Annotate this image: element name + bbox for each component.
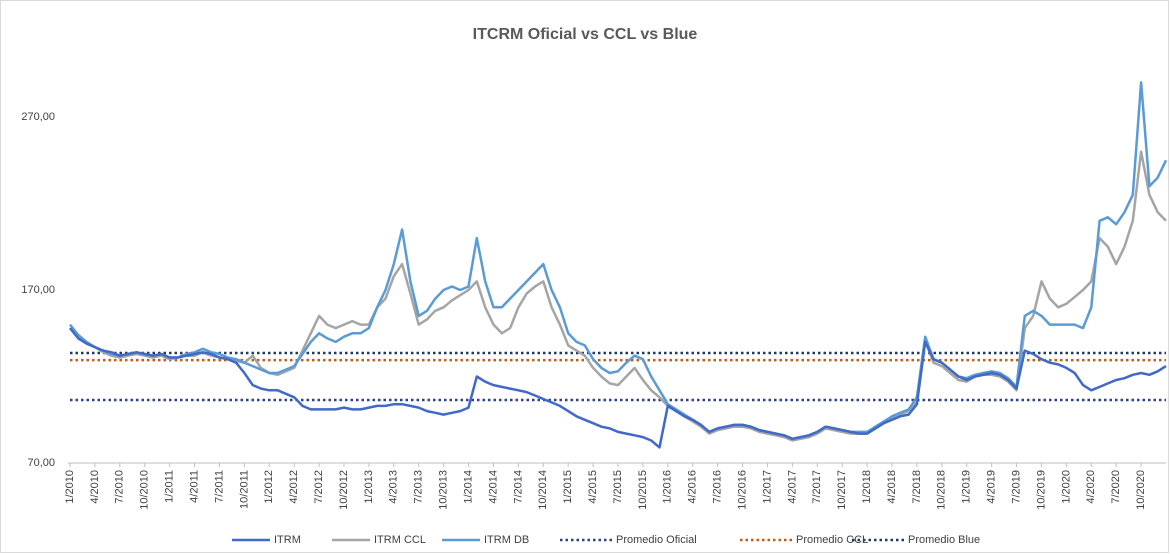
x-tick-label: 7/2019 (1010, 470, 1022, 504)
x-tick-label: 7/2020 (1110, 470, 1122, 504)
x-tick-label: 10/2017 (836, 470, 848, 510)
x-tick-label: 7/2017 (811, 470, 823, 504)
x-tick-label: 10/2014 (537, 470, 549, 510)
x-tick-label: 7/2018 (911, 470, 923, 504)
series-line (69, 81, 1168, 441)
x-tick-label: 4/2019 (986, 470, 998, 504)
legend-label: ITRM CCL (374, 534, 426, 546)
x-tick-label: 7/2010 (114, 470, 126, 504)
x-tick-label: 10/2019 (1035, 470, 1047, 510)
x-tick-label: 1/2012 (263, 470, 275, 504)
legend-label: ITRM DB (484, 534, 529, 546)
x-tick-label: 1/2016 (662, 470, 674, 504)
x-tick-label: 4/2018 (886, 470, 898, 504)
x-tick-label: 7/2012 (313, 470, 325, 504)
x-tick-label: 1/2013 (363, 470, 375, 504)
x-tick-label: 1/2011 (164, 470, 176, 503)
x-tick-label: 1/2017 (761, 470, 773, 504)
x-tick-label: 4/2020 (1085, 470, 1097, 504)
x-tick-label: 4/2010 (89, 470, 101, 504)
legend-label: ITRM (274, 534, 301, 546)
x-tick-label: 1/2018 (861, 470, 873, 504)
x-tick-label: 7/2014 (512, 470, 524, 504)
x-tick-label: 4/2016 (687, 470, 699, 504)
legend-label: Promedio Oficial (616, 534, 697, 546)
x-tick-label: 10/2018 (936, 470, 948, 510)
y-tick-label: 170,00 (21, 284, 55, 296)
x-tick-label: 10/2010 (139, 470, 151, 510)
x-tick-label: 10/2020 (1135, 470, 1147, 510)
legend-label: Promedio CCL (796, 534, 868, 546)
x-tick-label: 1/2014 (462, 470, 474, 504)
x-tick-label: 4/2015 (587, 470, 599, 504)
x-tick-label: 4/2013 (388, 470, 400, 504)
x-tick-label: 1/2010 (64, 470, 76, 504)
y-tick-label: 70,00 (27, 457, 55, 469)
x-tick-label: 4/2014 (487, 470, 499, 504)
x-tick-label: 1/2019 (961, 470, 973, 504)
x-tick-label: 7/2013 (413, 470, 425, 504)
x-tick-label: 10/2012 (338, 470, 350, 510)
x-tick-label: 10/2013 (438, 470, 450, 510)
x-tick-label: 4/2017 (786, 470, 798, 504)
chart-title: ITCRM Oficial vs CCL vs Blue (473, 26, 698, 43)
x-tick-label: 10/2011 (238, 470, 250, 509)
x-tick-label: 7/2011 (213, 470, 225, 503)
x-tick-label: 10/2015 (637, 470, 649, 510)
x-tick-label: 4/2012 (288, 470, 300, 504)
legend-label: Promedio Blue (908, 534, 980, 546)
series-line (69, 327, 1167, 449)
x-tick-label: 1/2015 (562, 470, 574, 504)
x-tick-label: 4/2011 (188, 470, 200, 503)
y-tick-label: 270,00 (21, 111, 55, 123)
x-tick-label: 7/2015 (612, 470, 624, 504)
x-tick-label: 7/2016 (712, 470, 724, 504)
x-tick-label: 1/2020 (1060, 470, 1072, 504)
x-tick-label: 10/2016 (736, 470, 748, 510)
